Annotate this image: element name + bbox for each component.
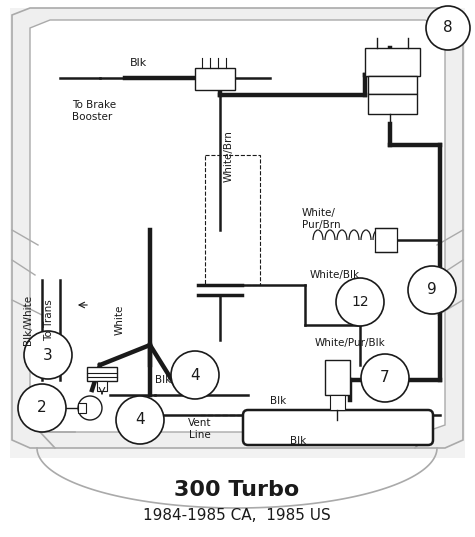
- Text: White/Brn: White/Brn: [224, 130, 234, 182]
- Text: 9: 9: [427, 282, 437, 297]
- Text: Blk: Blk: [290, 436, 306, 446]
- Text: White: White: [115, 305, 125, 335]
- Text: White/Pur/Blk: White/Pur/Blk: [315, 338, 386, 348]
- Text: 300 Turbo: 300 Turbo: [174, 480, 300, 500]
- Text: Blk: Blk: [270, 396, 286, 406]
- Text: 4: 4: [135, 412, 145, 427]
- Text: 8: 8: [443, 20, 453, 35]
- Bar: [368, 76, 417, 94]
- Circle shape: [361, 354, 409, 402]
- Bar: [368, 94, 417, 114]
- Text: 1984-1985 CA,  1985 US: 1984-1985 CA, 1985 US: [143, 507, 331, 523]
- Text: Vent
Line: Vent Line: [188, 418, 212, 440]
- Text: 7: 7: [380, 371, 390, 386]
- Circle shape: [116, 396, 164, 444]
- Text: Blk/White: Blk/White: [23, 295, 33, 345]
- Polygon shape: [30, 20, 445, 432]
- Bar: [87, 367, 117, 381]
- Circle shape: [18, 384, 66, 432]
- Text: To Trans: To Trans: [44, 299, 54, 341]
- Bar: [375, 228, 397, 252]
- Text: White/Blk: White/Blk: [310, 270, 360, 280]
- Bar: [205, 155, 260, 285]
- Text: White/
Pur/Brn: White/ Pur/Brn: [302, 208, 341, 230]
- Text: 2: 2: [37, 401, 47, 416]
- Text: To Brake
Booster: To Brake Booster: [72, 100, 116, 122]
- Text: 12: 12: [351, 295, 369, 309]
- Text: 3: 3: [43, 347, 53, 362]
- Circle shape: [426, 6, 470, 50]
- Bar: [78, 403, 86, 413]
- Circle shape: [336, 278, 384, 326]
- Bar: [195, 68, 235, 90]
- Circle shape: [171, 351, 219, 399]
- Polygon shape: [12, 8, 463, 448]
- Bar: [330, 395, 345, 410]
- Text: 4: 4: [190, 367, 200, 382]
- Circle shape: [408, 266, 456, 314]
- Bar: [365, 48, 420, 76]
- Bar: [97, 381, 107, 391]
- Circle shape: [24, 331, 72, 379]
- FancyBboxPatch shape: [10, 8, 465, 458]
- FancyBboxPatch shape: [243, 410, 433, 445]
- Text: Blk: Blk: [155, 375, 171, 385]
- Bar: [325, 360, 350, 395]
- Text: Blk: Blk: [130, 58, 147, 68]
- Circle shape: [78, 396, 102, 420]
